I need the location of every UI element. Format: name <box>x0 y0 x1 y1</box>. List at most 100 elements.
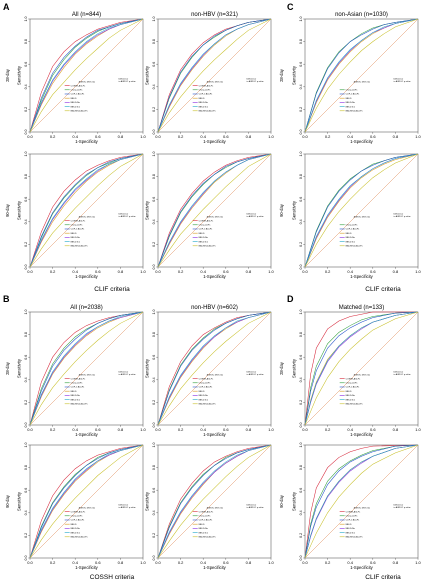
x-axis-label: 1-Specificity <box>75 432 98 437</box>
x-tick-label: 0.8 <box>118 269 124 274</box>
x-tick-label: 0.4 <box>72 560 78 565</box>
x-tick-label: 0.6 <box>223 427 229 432</box>
x-tick-label: 0.2 <box>50 134 56 139</box>
legend-entry: NACSELD-ACLFs <box>346 109 363 112</box>
legend-entry: China-CLIFs <box>199 515 211 517</box>
legend-header: AUROC (95% CI) <box>207 80 224 83</box>
legend-diff-header: in AUROC p value <box>394 80 412 83</box>
x-tick-label: 1.0 <box>415 269 421 274</box>
x-tick-label: 1.0 <box>140 560 146 565</box>
panel-letter-a: A <box>3 2 10 12</box>
y-tick-label: 0.8 <box>152 332 156 337</box>
legend-header: AUROC (95% CI) <box>207 215 224 218</box>
legend-entry: COSSH-ACLFs <box>71 377 85 380</box>
y-tick-label: 0.8 <box>24 332 28 337</box>
y-tick-label: 0.0 <box>299 265 303 270</box>
y-tick-label: 0.2 <box>299 400 303 405</box>
x-tick-label: 0.8 <box>393 134 399 139</box>
y-tick-label: 0.8 <box>152 174 156 179</box>
x-tick-label: 0.4 <box>72 269 78 274</box>
legend-header: AUROC (95% CI) <box>354 215 371 218</box>
series-line-meld-na <box>29 311 144 426</box>
y-tick-label: 0.2 <box>299 533 303 538</box>
y-tick-label: 0.8 <box>299 174 303 179</box>
series-line-cossh-aclfs <box>29 153 144 268</box>
legend-entry: China-CLIFs <box>199 224 211 226</box>
y-tick-label: 1.0 <box>24 310 28 315</box>
y-tick-label: 0.0 <box>24 556 28 561</box>
roc-plot: 0.00.0 0.2 0.2 0.4 0.4 0.6 0.6 0.8 0.8 1.0 1.0 1-Sp… <box>145 443 275 571</box>
y-tick-label: 0.6 <box>152 355 156 360</box>
x-tick-label: 0.6 <box>370 560 376 565</box>
y-tick-label: 0.4 <box>24 510 28 515</box>
x-axis-label: 1-Specificity <box>350 274 373 279</box>
legend-entry: MELD 3.0 <box>199 106 209 108</box>
legend-entry: MELD-Na <box>346 395 356 397</box>
series-line-meld-3-0 <box>304 444 419 559</box>
x-tick-label: 0.4 <box>72 134 78 139</box>
legend-entry: China-CLIFs <box>199 89 211 91</box>
series-line-meld <box>29 153 144 268</box>
legend-header: AUROC (95% CI) <box>207 506 224 509</box>
x-tick-label: 0.0 <box>155 269 161 274</box>
criteria-caption: CLIF criteria <box>94 286 130 293</box>
x-tick-label: 0.6 <box>223 560 229 565</box>
x-tick-label: 0.2 <box>178 427 184 432</box>
y-tick-label: 0.6 <box>24 488 28 493</box>
plot-frame <box>157 444 272 559</box>
series-line-meld-3-0 <box>157 153 272 268</box>
y-tick-label: 1.0 <box>152 152 156 157</box>
legend-entry: NACSELD-ACLFs <box>71 109 88 112</box>
y-tick-label: 0.6 <box>152 197 156 202</box>
y-tick-label: 0.4 <box>24 84 28 89</box>
legend-entry: China-CLIFs <box>71 515 83 517</box>
legend-diff-header: in AUROC p value <box>394 373 412 376</box>
legend-entry: MELD-Na <box>199 237 209 239</box>
legend-entry: NACSELD-ACLFs <box>71 402 88 405</box>
roc-plot: 0.00.0 0.2 0.2 0.4 0.4 0.6 0.6 0.8 0.8 1.0 1.0 1-Sp… <box>145 152 275 280</box>
series-line-meld-3-0 <box>304 311 419 426</box>
legend-diff-header: Difference <box>394 77 404 80</box>
x-tick-label: 1.0 <box>415 560 421 565</box>
x-axis-label: 1-Specificity <box>203 565 226 570</box>
legend-diff-header: in AUROC p value <box>247 215 265 218</box>
y-tick-label: 0.8 <box>152 39 156 44</box>
legend-entry: COSSH-ACLFs <box>71 510 85 513</box>
legend-entry: MELD 3.0 <box>346 241 356 243</box>
x-tick-label: 0.0 <box>302 134 308 139</box>
legend-entry: China-CLIFs <box>346 224 358 226</box>
series-line-nacseld-aclfs <box>157 311 272 426</box>
series-line-meld-3-0 <box>29 153 144 268</box>
row-label: 28-day <box>279 361 284 375</box>
series-line-meld-3-0 <box>304 153 419 268</box>
legend-entry: COSSH-ACLFs <box>199 510 213 513</box>
x-tick-label: 0.6 <box>95 134 101 139</box>
x-tick-label: 0.6 <box>95 269 101 274</box>
y-axis-label: Sensitivity <box>145 200 150 220</box>
y-tick-label: 1.0 <box>24 17 28 22</box>
legend-diff-header: Difference <box>247 503 257 506</box>
series-line-nacseld-aclfs <box>157 153 272 268</box>
series-line-clif-c-aclfs <box>29 444 144 559</box>
x-axis-label: 1-Specificity <box>75 139 98 144</box>
legend-entry: CLIF-C ACLFs <box>346 386 360 389</box>
reference-line <box>29 18 144 133</box>
plot-frame <box>157 311 272 426</box>
legend-entry: MELD <box>71 524 77 526</box>
x-tick-label: 0.8 <box>118 134 124 139</box>
roc-plot: 0.00.0 0.2 0.2 0.4 0.4 0.6 0.6 0.8 0.8 1.0 1.0 1-Sp… <box>292 305 422 437</box>
y-axis-label: Sensitivity <box>145 65 150 85</box>
y-tick-label: 0.4 <box>152 377 156 382</box>
x-tick-label: 0.4 <box>347 560 353 565</box>
x-tick-label: 0.8 <box>393 269 399 274</box>
series-line-meld-3-0 <box>157 18 272 133</box>
x-tick-label: 0.0 <box>155 427 161 432</box>
y-axis-label: Sensitivity <box>17 200 22 220</box>
x-tick-label: 0.0 <box>27 427 33 432</box>
roc-plot: 0.00.0 0.2 0.2 0.4 0.4 0.6 0.6 0.8 0.8 1.0 1.0 1-Sp… <box>145 305 275 437</box>
y-tick-label: 0.6 <box>24 197 28 202</box>
x-axis-label: 1-Specificity <box>75 274 98 279</box>
legend-diff-header: Difference <box>119 77 129 80</box>
plot-frame <box>304 18 419 133</box>
legend-entry: China-CLIFs <box>346 515 358 517</box>
